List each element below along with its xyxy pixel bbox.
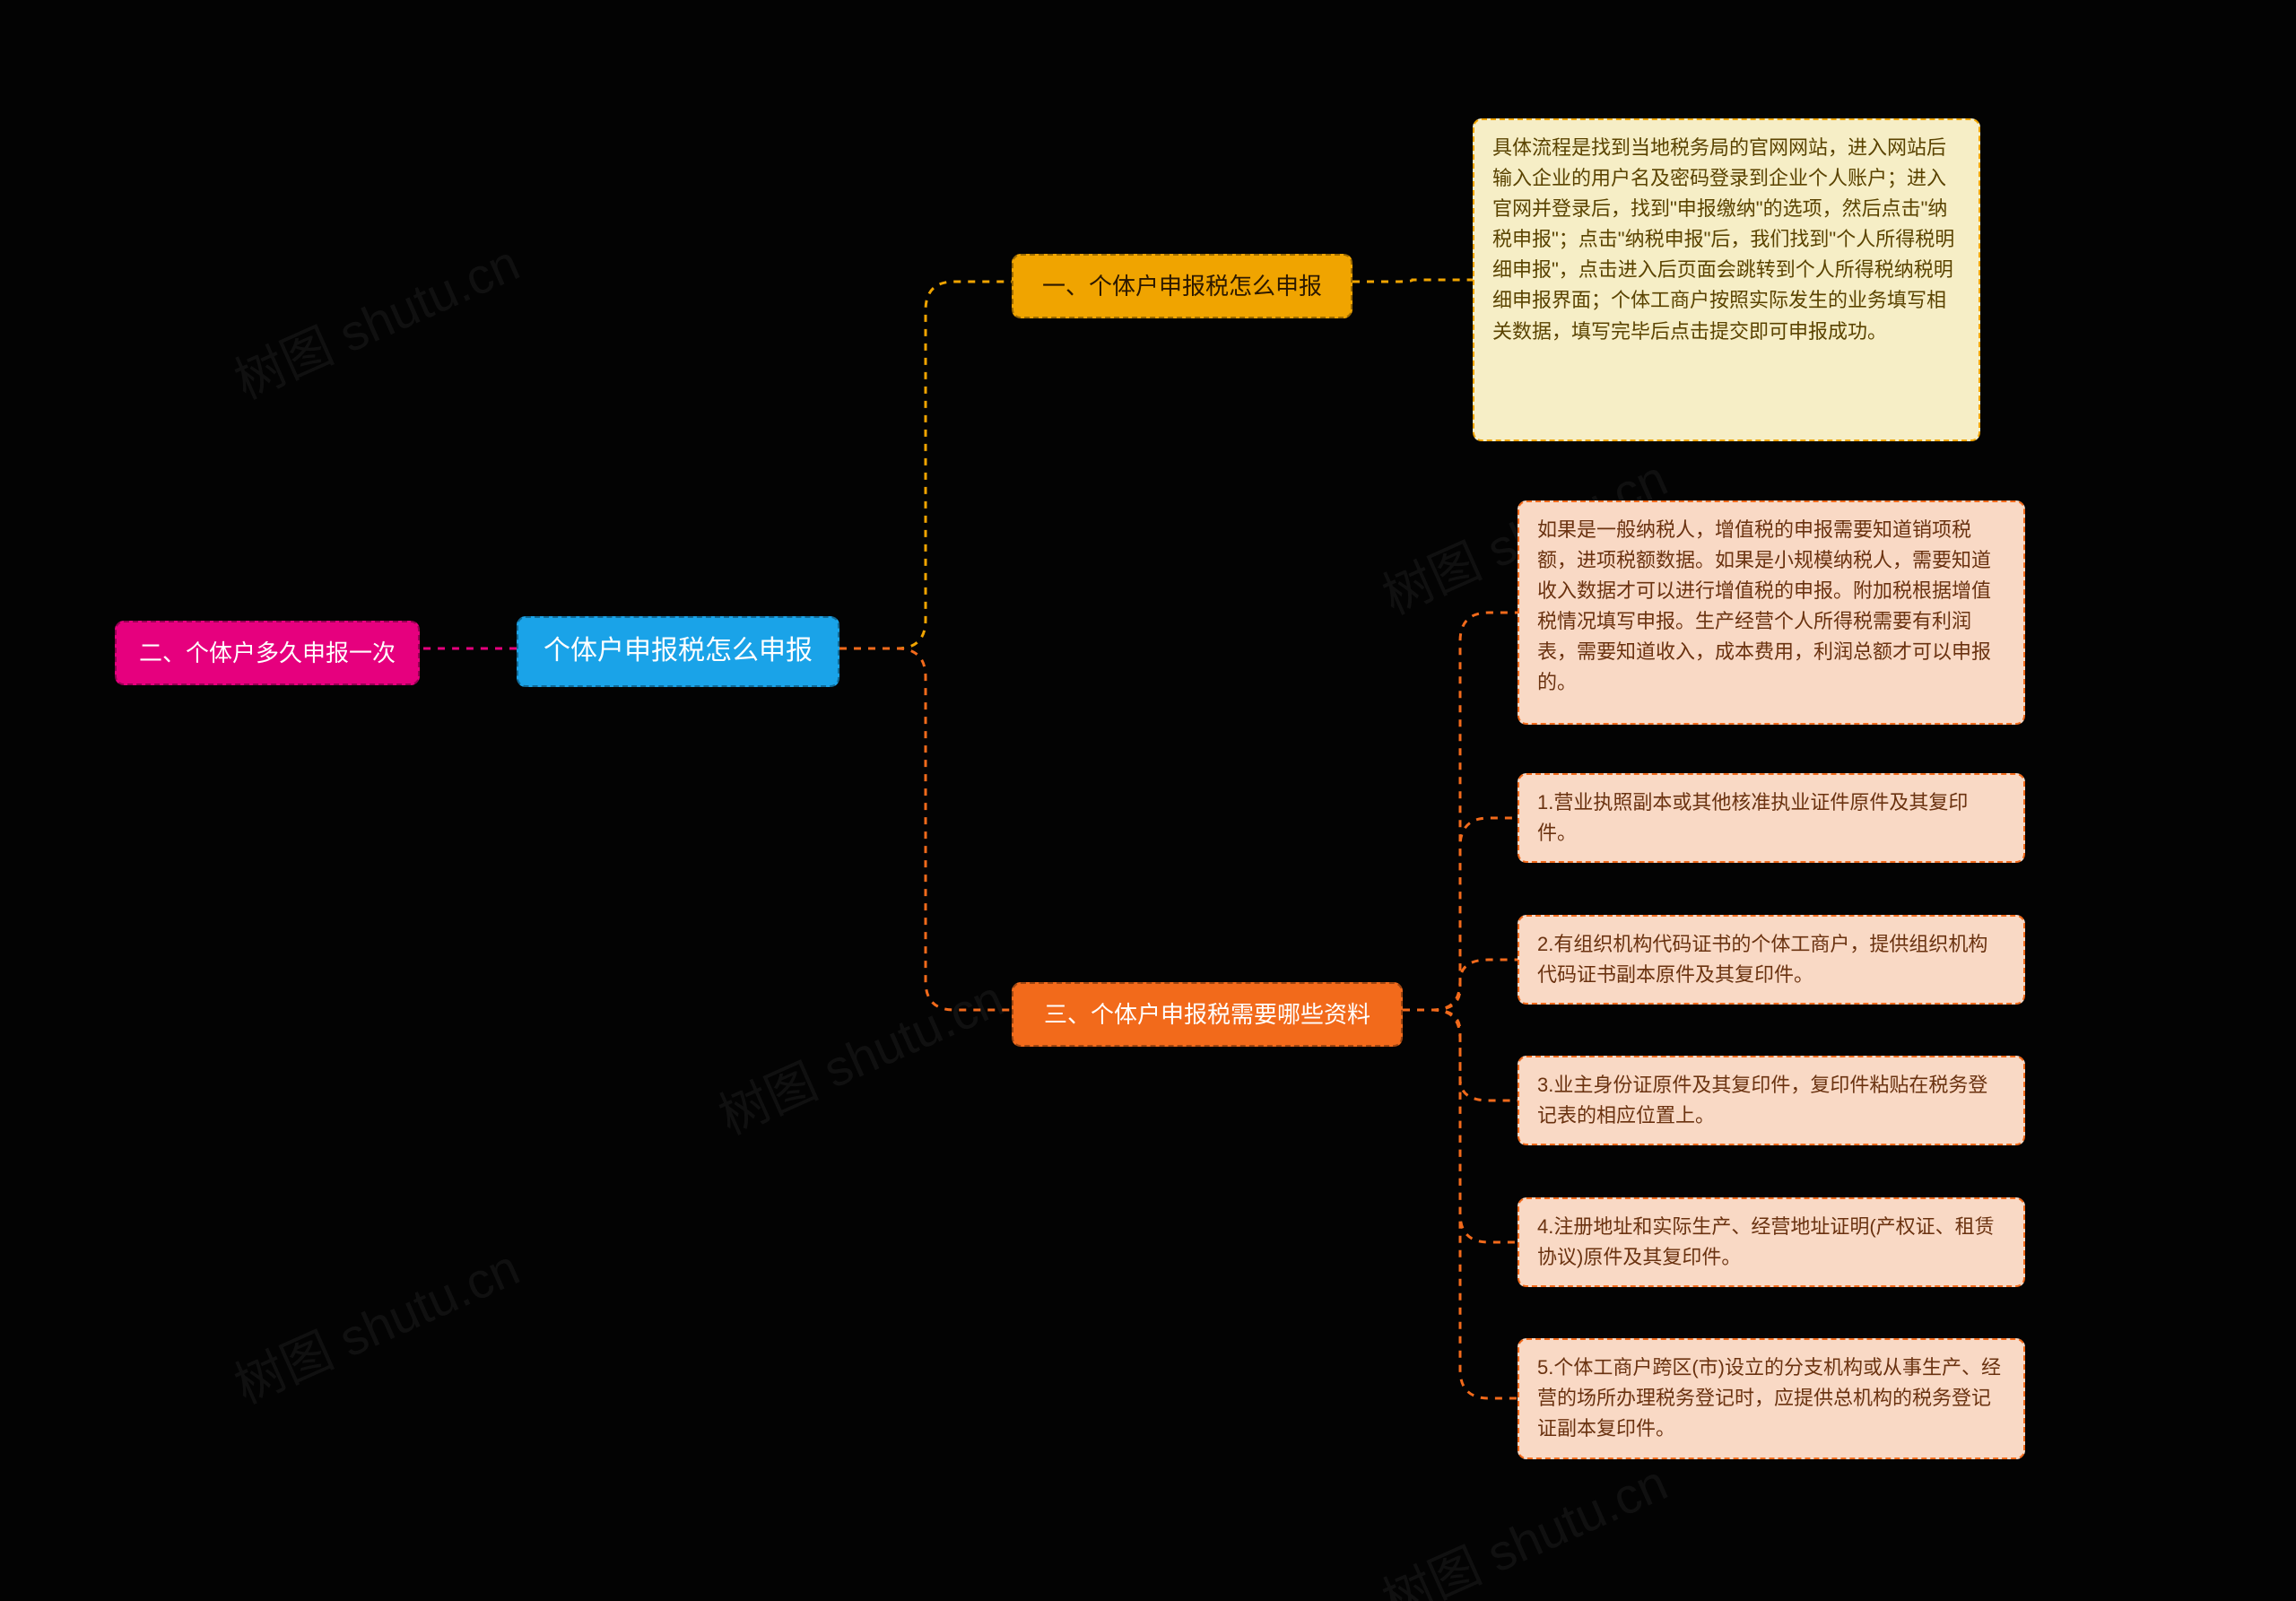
leaf-text: 4.注册地址和实际生产、经营地址证明(产权证、租赁协议)原件及其复印件。 <box>1537 1215 1995 1268</box>
connector <box>839 648 1012 1010</box>
leaf-text: 2.有组织机构代码证书的个体工商户，提供组织机构代码证书副本原件及其复印件。 <box>1537 933 1987 986</box>
branch-node-frequency[interactable]: 二、个体户多久申报一次 <box>115 621 420 685</box>
connector <box>1403 1010 1518 1242</box>
branch-node-required-materials[interactable]: 三、个体户申报税需要哪些资料 <box>1012 982 1403 1047</box>
leaf-node[interactable]: 如果是一般纳税人，增值税的申报需要知道销项税额，进项税额数据。如果是小规模纳税人… <box>1518 500 2025 725</box>
connector <box>1403 818 1518 1010</box>
connector <box>1403 1010 1518 1398</box>
branch-label: 二、个体户多久申报一次 <box>139 635 396 671</box>
connector <box>839 282 1012 648</box>
leaf-node-filing-process[interactable]: 具体流程是找到当地税务局的官网网站，进入网站后输入企业的用户名及密码登录到企业个… <box>1473 118 1980 441</box>
leaf-text: 5.个体工商户跨区(市)设立的分支机构或从事生产、经营的场所办理税务登记时，应提… <box>1537 1356 2001 1440</box>
connector <box>1352 280 1473 282</box>
leaf-text: 具体流程是找到当地税务局的官网网站，进入网站后输入企业的用户名及密码登录到企业个… <box>1492 136 1954 343</box>
root-label: 个体户申报税怎么申报 <box>544 631 813 673</box>
branch-label: 三、个体户申报税需要哪些资料 <box>1044 996 1370 1032</box>
leaf-text: 1.营业执照副本或其他核准执业证件原件及其复印件。 <box>1537 791 1968 844</box>
connector <box>1403 613 1518 1010</box>
leaf-node[interactable]: 3.业主身份证原件及其复印件，复印件粘贴在税务登记表的相应位置上。 <box>1518 1056 2025 1145</box>
leaf-text: 如果是一般纳税人，增值税的申报需要知道销项税额，进项税额数据。如果是小规模纳税人… <box>1537 518 1991 693</box>
watermark: 树图 shutu.cn <box>706 959 1013 1149</box>
branch-label: 一、个体户申报税怎么申报 <box>1042 268 1322 304</box>
connector <box>1403 960 1518 1010</box>
leaf-text: 3.业主身份证原件及其复印件，复印件粘贴在税务登记表的相应位置上。 <box>1537 1074 1987 1127</box>
branch-node-how-to-file[interactable]: 一、个体户申报税怎么申报 <box>1012 254 1352 318</box>
leaf-node[interactable]: 1.营业执照副本或其他核准执业证件原件及其复印件。 <box>1518 773 2025 863</box>
leaf-node[interactable]: 2.有组织机构代码证书的个体工商户，提供组织机构代码证书副本原件及其复印件。 <box>1518 915 2025 1005</box>
watermark: 树图 shutu.cn <box>222 223 529 413</box>
leaf-node[interactable]: 4.注册地址和实际生产、经营地址证明(产权证、租赁协议)原件及其复印件。 <box>1518 1197 2025 1287</box>
root-node[interactable]: 个体户申报税怎么申报 <box>517 616 839 687</box>
watermark: 树图 shutu.cn <box>222 1228 529 1418</box>
watermark: 树图 shutu.cn <box>1370 1443 1677 1601</box>
leaf-node[interactable]: 5.个体工商户跨区(市)设立的分支机构或从事生产、经营的场所办理税务登记时，应提… <box>1518 1338 2025 1459</box>
connector <box>1403 1010 1518 1101</box>
